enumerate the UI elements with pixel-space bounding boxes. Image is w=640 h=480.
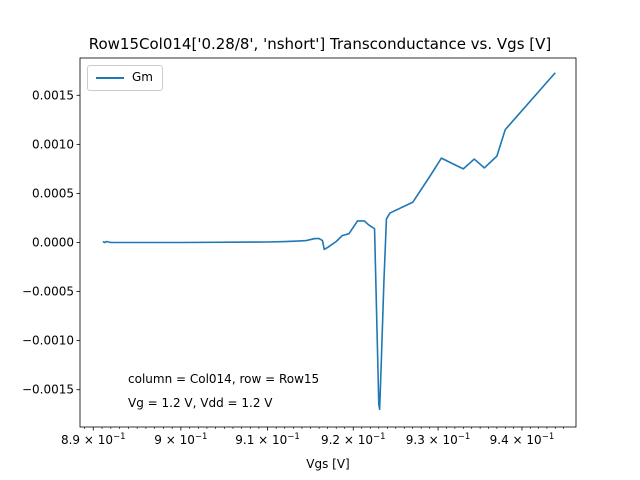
annotation-location: column = Col014, row = Row15 bbox=[128, 372, 320, 386]
legend-swatch bbox=[96, 77, 124, 79]
y-tick-label: 0.0015 bbox=[32, 88, 74, 102]
axis-ticks: −0.0015 −0.0010 −0.0005 0.0000 0.0005 0.0010 0… bbox=[22, 88, 564, 447]
legend: Gm bbox=[87, 65, 163, 91]
x-axis-label: Vgs [V] bbox=[306, 457, 350, 471]
y-tick-label: −0.0010 bbox=[22, 334, 74, 348]
series-line-gm bbox=[102, 72, 556, 411]
x-tick-label: 9.1 × 10−1 bbox=[235, 432, 300, 447]
legend-label-gm: Gm bbox=[132, 70, 153, 84]
annotation-voltages: Vg = 1.2 V, Vdd = 1.2 V bbox=[128, 396, 273, 410]
x-tick-label: 8.9 × 10−1 bbox=[61, 432, 126, 447]
y-tick-label: 0.0010 bbox=[32, 137, 74, 151]
y-tick-label: 0.0000 bbox=[32, 236, 74, 250]
y-tick-label: −0.0015 bbox=[22, 383, 74, 397]
plot-frame bbox=[79, 57, 577, 428]
y-tick-label: 0.0005 bbox=[32, 186, 74, 200]
x-tick-label: 9.4 × 10−1 bbox=[490, 432, 555, 447]
chart-title: Row15Col014['0.28/8', 'nshort'] Transcon… bbox=[88, 35, 552, 53]
y-tick-label: −0.0005 bbox=[22, 285, 74, 299]
x-tick-label: 9.3 × 10−1 bbox=[406, 432, 471, 447]
x-tick-label: 9 × 10−1 bbox=[154, 432, 207, 447]
x-tick-label: 9.2 × 10−1 bbox=[321, 432, 386, 447]
